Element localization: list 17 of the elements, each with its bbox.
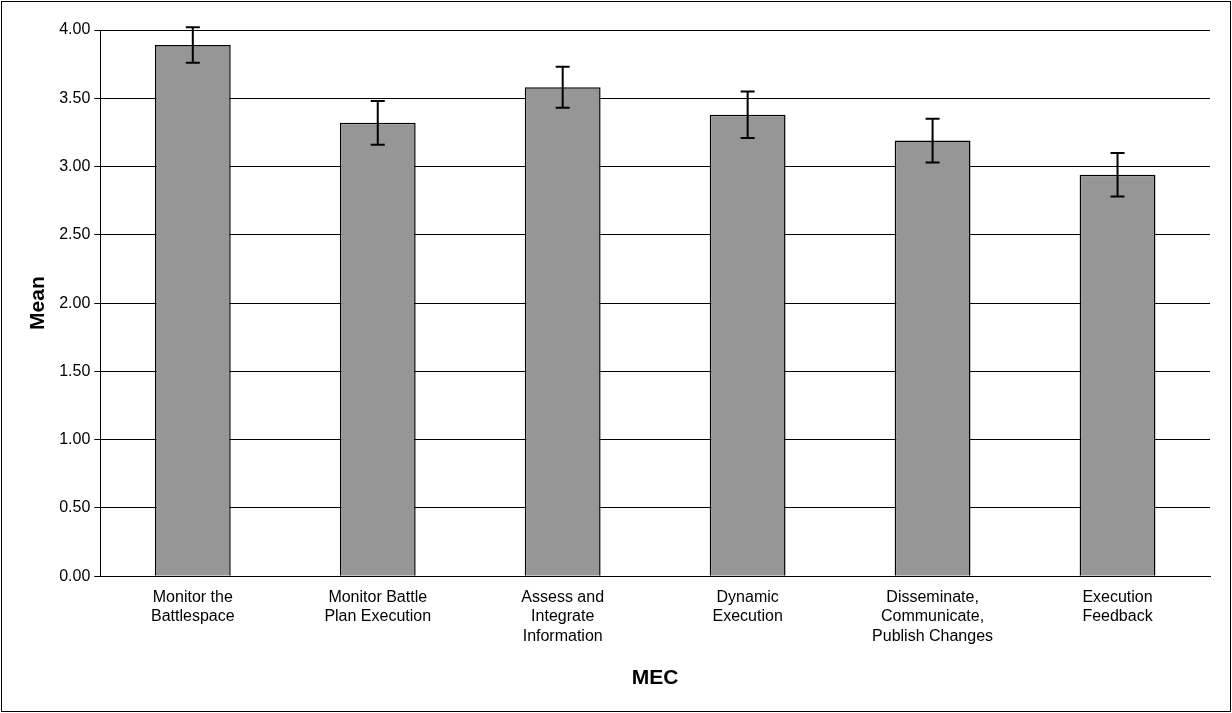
x-tick-label: Disseminate, Communicate, Publish Changes — [872, 588, 994, 644]
x-tick-label: Monitor Battle Plan Execution — [324, 588, 432, 625]
y-tick-label: 3.00 — [59, 156, 91, 174]
x-axis-title: MEC — [631, 665, 679, 689]
x-tick-label: Dynamic Execution — [712, 588, 783, 625]
y-axis-title: Mean — [25, 276, 49, 330]
y-tick-label: 0.50 — [59, 498, 91, 516]
y-tick-label: 2.50 — [59, 225, 91, 243]
y-tick-label: 1.50 — [59, 361, 91, 379]
y-tick-label: 1.00 — [59, 430, 91, 448]
x-tick-label: Assess and Integrate Information — [521, 588, 605, 644]
y-tick-label: 4.00 — [59, 20, 91, 38]
y-tick-label: 2.00 — [59, 293, 91, 311]
y-tick-label: 3.50 — [59, 88, 91, 106]
x-tick-label: Monitor the Battlespace — [151, 588, 235, 625]
y-tick-label: 0.00 — [59, 566, 91, 584]
x-tick-label: Execution Feedback — [1082, 588, 1154, 625]
